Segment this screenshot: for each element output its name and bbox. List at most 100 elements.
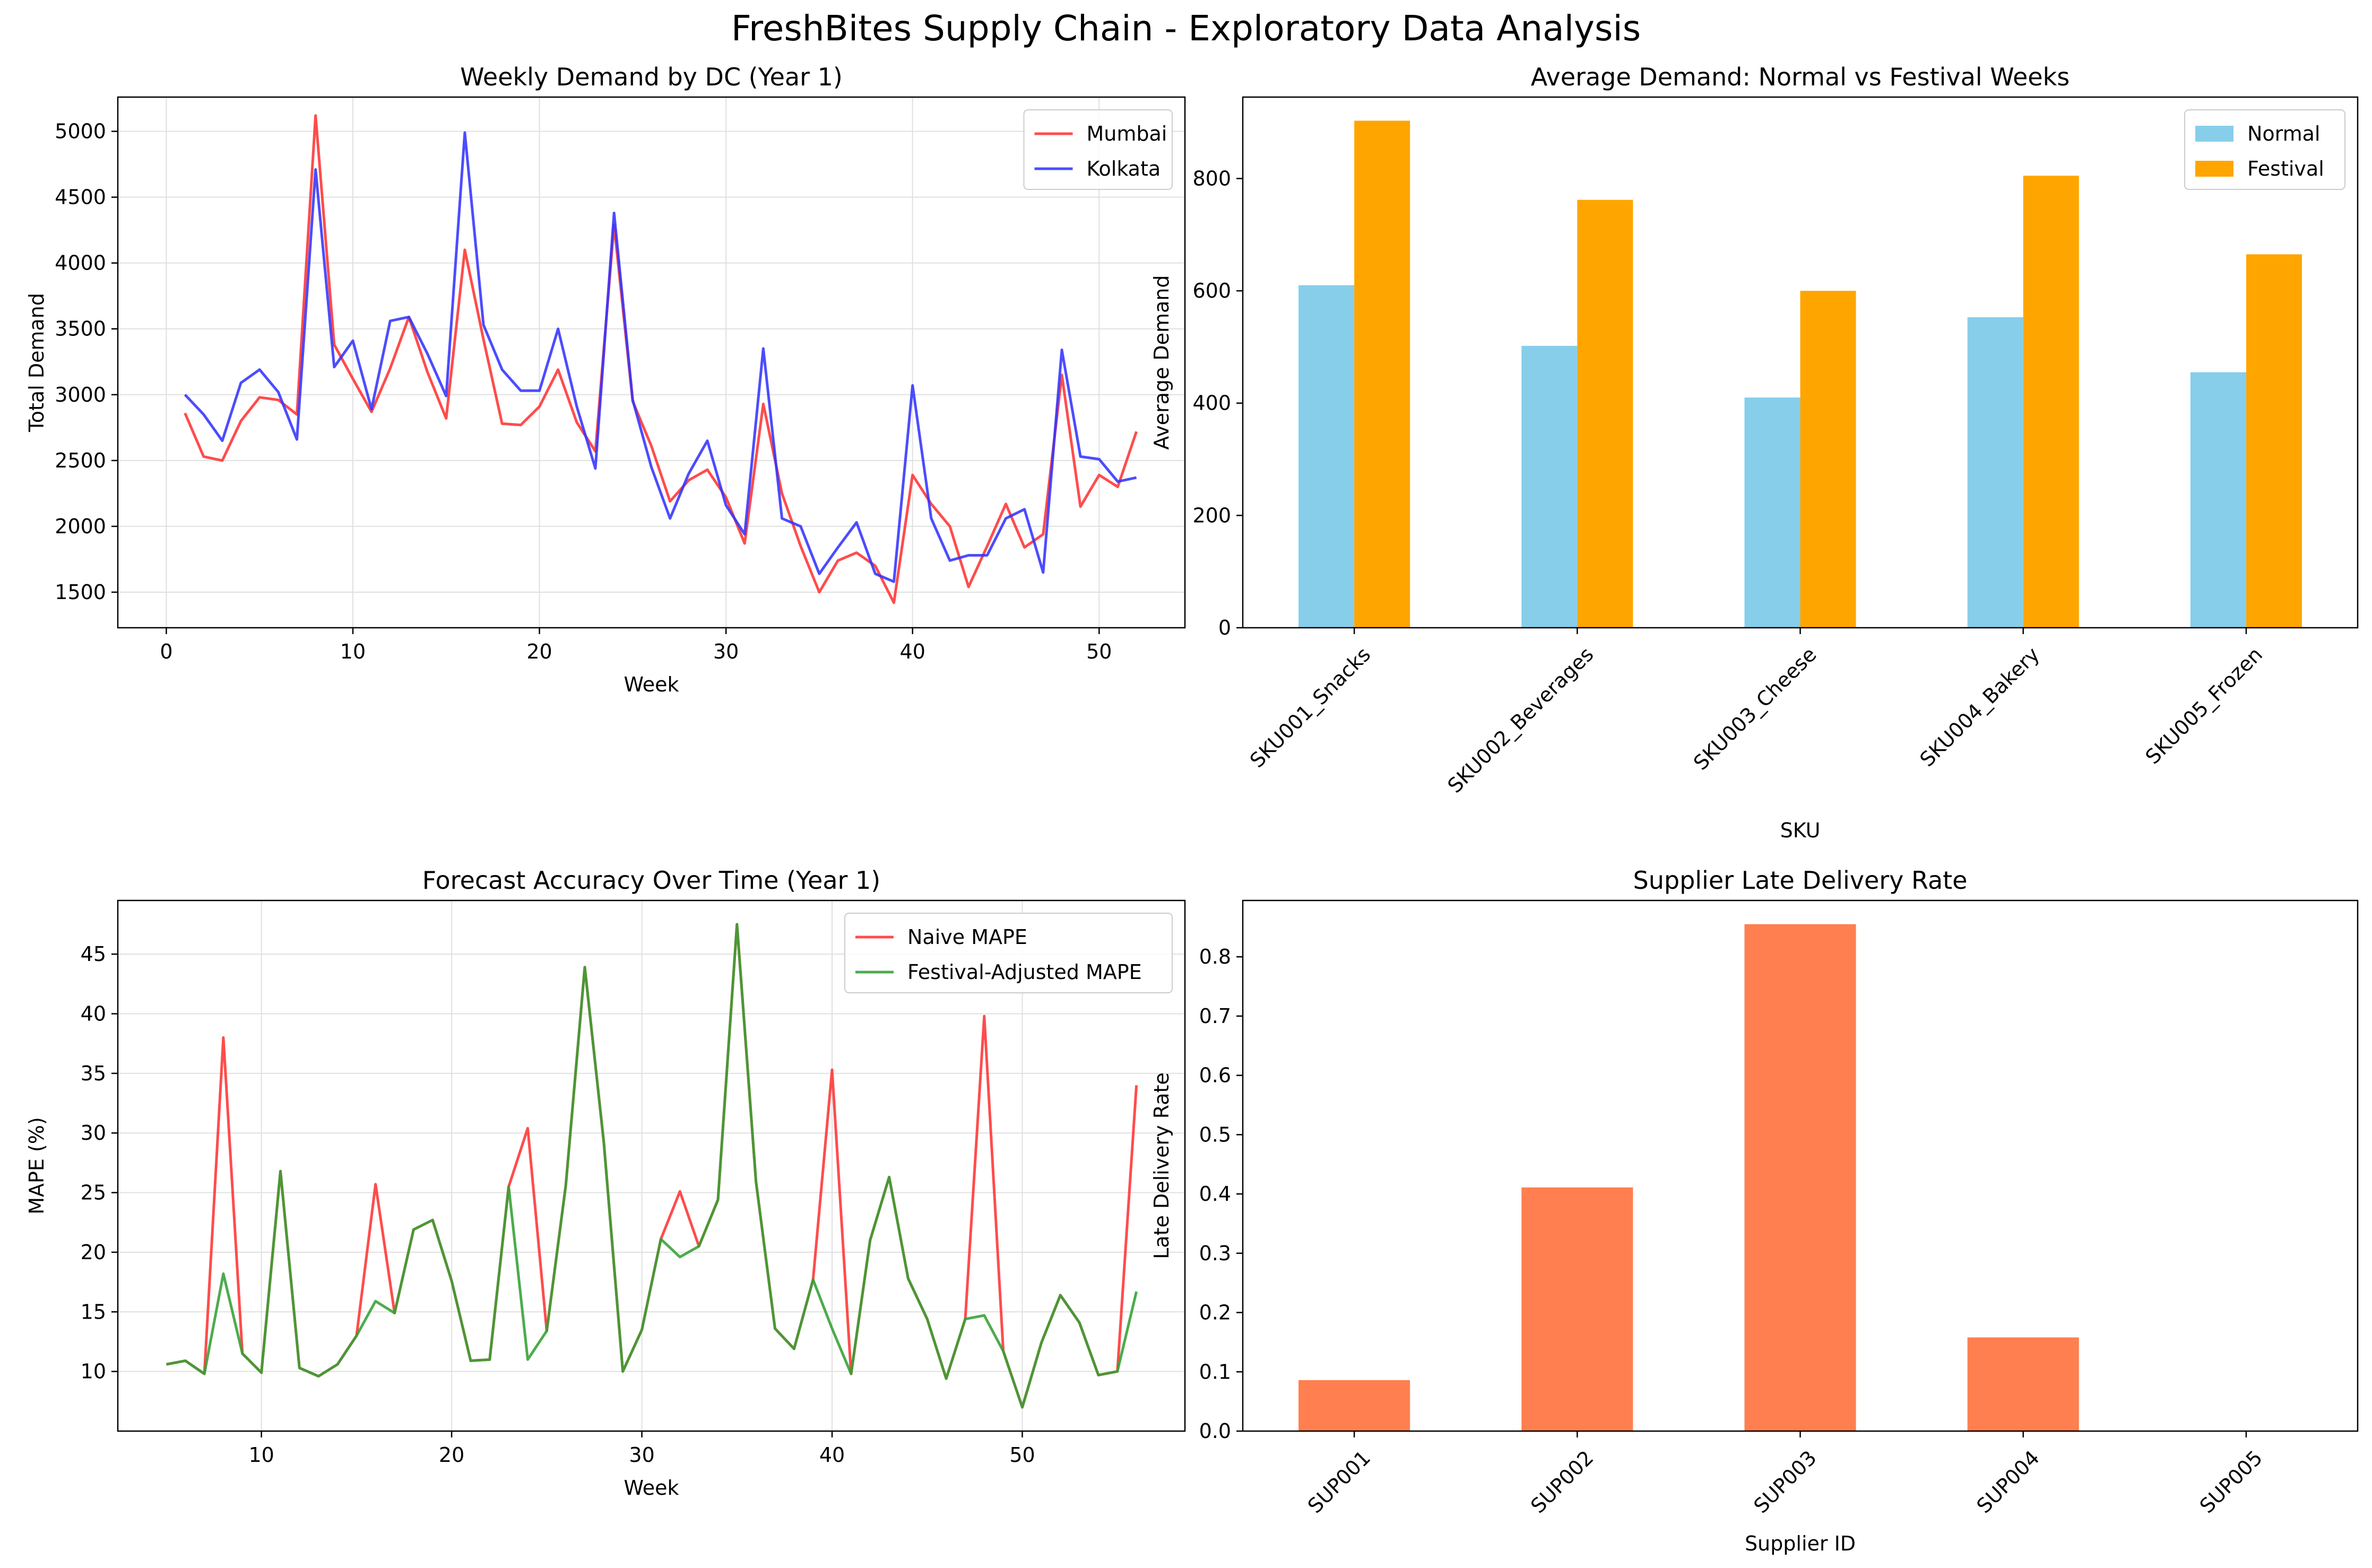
legend-label: Festival-Adjusted MAPE xyxy=(907,960,1142,984)
bar xyxy=(1298,1380,1410,1431)
x-tick-label: SKU002_Beverages xyxy=(1443,643,1598,798)
x-tick-label: 50 xyxy=(1086,640,1112,663)
y-tick-label: 3500 xyxy=(55,317,106,341)
y-tick-label: 0.6 xyxy=(1199,1064,1231,1087)
legend-item: Festival-Adjusted MAPE xyxy=(855,960,1142,984)
x-tick-label: 10 xyxy=(340,640,366,663)
legend-item: Mumbai xyxy=(1034,122,1167,145)
x-tick-label: SUP002 xyxy=(1526,1446,1598,1518)
bar-festival xyxy=(2246,254,2302,628)
x-tick-label: 40 xyxy=(819,1443,845,1467)
y-tick-label: 2500 xyxy=(55,449,106,472)
y-tick-label: 0.2 xyxy=(1199,1301,1231,1324)
y-tick-label: 1500 xyxy=(55,581,106,604)
average-demand-chart: 0 200 400 600 800 Average Demand: Normal vs F… xyxy=(1150,63,2359,842)
series-line-mumbai xyxy=(184,114,1138,604)
bar xyxy=(1744,924,1856,1431)
legend-item: Normal xyxy=(2195,122,2321,145)
legend-label: Naive MAPE xyxy=(907,925,1027,949)
legend-item: Festival xyxy=(2195,157,2324,180)
y-tick-label: 0 xyxy=(1218,616,1231,639)
chart-title: Supplier Late Delivery Rate xyxy=(1633,866,1968,895)
y-tick-label: 4500 xyxy=(55,186,106,209)
x-axis-label: Week xyxy=(624,1476,679,1500)
bar xyxy=(1521,1187,1633,1431)
y-tick-label: 0.5 xyxy=(1199,1123,1231,1146)
plot-frame xyxy=(117,899,1186,1432)
plot-frame xyxy=(1242,96,2359,629)
legend-label: Kolkata xyxy=(1087,157,1161,180)
x-tick-label: 30 xyxy=(713,640,739,663)
bar-festival xyxy=(1354,120,1410,628)
x-tick-label: SKU005_Frozen xyxy=(2141,643,2267,769)
y-tick-label: 40 xyxy=(81,1002,106,1025)
x-tick-label: SUP004 xyxy=(1972,1446,2044,1518)
legend-item: Naive MAPE xyxy=(855,925,1027,949)
x-axis-label: SKU xyxy=(1780,819,1821,842)
legend-label: Festival xyxy=(2247,157,2324,180)
bar-normal xyxy=(1521,345,1578,628)
chart-title: Forecast Accuracy Over Time (Year 1) xyxy=(422,866,881,895)
bar-festival xyxy=(1577,200,1633,628)
bar-normal xyxy=(1298,285,1355,628)
plot-frame xyxy=(1242,899,2359,1432)
y-tick-label: 3000 xyxy=(55,383,106,406)
y-tick-label: 0.1 xyxy=(1199,1360,1231,1383)
y-tick-label: 200 xyxy=(1192,504,1231,527)
legend-box xyxy=(844,913,1173,993)
y-axis-label: Average Demand xyxy=(1150,275,1173,449)
bar xyxy=(1967,1337,2079,1431)
legend-item: Kolkata xyxy=(1034,157,1161,180)
x-axis-label: Week xyxy=(624,673,679,696)
y-tick-label: 2000 xyxy=(55,515,106,538)
chart-title: Average Demand: Normal vs Festival Weeks xyxy=(1531,63,2070,91)
figure-suptitle: FreshBites Supply Chain - Exploratory Da… xyxy=(731,8,1641,49)
legend-swatch xyxy=(2195,126,2234,142)
x-tick-label: SKU001_Snacks xyxy=(1245,643,1375,772)
x-tick-label: 20 xyxy=(439,1443,464,1467)
y-tick-label: 400 xyxy=(1192,392,1231,415)
x-tick-label: 40 xyxy=(900,640,925,663)
bar-normal xyxy=(2190,372,2246,628)
x-tick-label: 0 xyxy=(160,640,172,663)
y-tick-label: 600 xyxy=(1192,279,1231,302)
legend-label: Normal xyxy=(2247,122,2321,145)
bar-festival xyxy=(1800,291,1856,628)
bar-normal xyxy=(1744,397,1800,628)
plot-frame xyxy=(117,96,1186,629)
x-tick-label: 30 xyxy=(629,1443,654,1467)
y-axis-label: Total Demand xyxy=(25,293,48,432)
y-tick-label: 0.7 xyxy=(1199,1004,1231,1028)
x-tick-label: 10 xyxy=(248,1443,274,1467)
y-tick-label: 5000 xyxy=(55,120,106,143)
legend: Normal Festival xyxy=(2184,109,2345,190)
chart-title: Weekly Demand by DC (Year 1) xyxy=(460,63,843,91)
legend-label: Mumbai xyxy=(1087,122,1167,145)
y-tick-label: 0.8 xyxy=(1199,945,1231,968)
y-tick-label: 30 xyxy=(81,1121,106,1145)
y-tick-label: 45 xyxy=(81,942,106,966)
supplier-late-delivery-chart: 0.0 0.1 0.2 0.3 0.4 0.5 0.6 0.7 0.8 Supplier Late… xyxy=(1150,866,2359,1555)
y-tick-label: 20 xyxy=(81,1241,106,1264)
y-axis-label: Late Delivery Rate xyxy=(1150,1072,1173,1259)
y-tick-label: 0.0 xyxy=(1199,1419,1231,1443)
y-tick-label: 35 xyxy=(81,1062,106,1085)
y-tick-label: 0.3 xyxy=(1199,1242,1231,1265)
x-tick-label: SUP005 xyxy=(2195,1446,2267,1518)
y-tick-label: 0.4 xyxy=(1199,1182,1231,1206)
bar-normal xyxy=(1967,317,2023,628)
x-tick-label: SKU003_Cheese xyxy=(1689,643,1821,775)
x-tick-label: SUP001 xyxy=(1303,1446,1375,1518)
y-tick-label: 25 xyxy=(81,1181,106,1205)
x-tick-label: 50 xyxy=(1009,1443,1035,1467)
bar-festival xyxy=(2023,176,2079,628)
x-tick-label: SKU004_Bakery xyxy=(1915,643,2044,771)
forecast-accuracy-chart: 10 15 20 25 30 35 40 45 Forecast Accuracy Over T… xyxy=(25,866,1186,1500)
series-line-naive-mape xyxy=(166,923,1138,1409)
y-tick-label: 10 xyxy=(81,1360,106,1383)
y-tick-label: 15 xyxy=(81,1300,106,1323)
x-tick-label: SUP003 xyxy=(1749,1446,1821,1518)
y-tick-label: 800 xyxy=(1192,167,1231,190)
x-axis-label: Supplier ID xyxy=(1745,1532,1856,1555)
